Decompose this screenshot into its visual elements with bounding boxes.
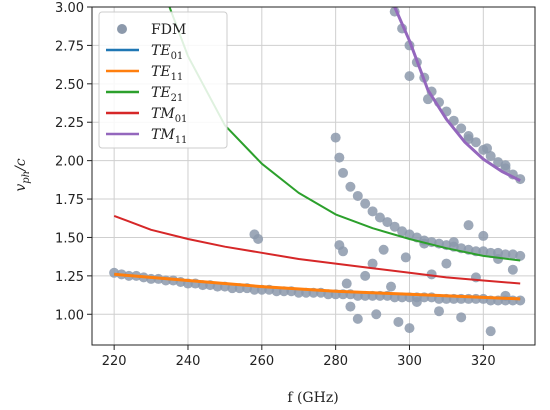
series-line-te11 bbox=[114, 272, 521, 301]
y-tick-label: 1.00 bbox=[55, 308, 84, 323]
fdm-point bbox=[515, 295, 526, 306]
legend-label: TM11 bbox=[151, 127, 187, 146]
fdm-point bbox=[334, 152, 345, 163]
fdm-point bbox=[338, 167, 349, 178]
y-tick-label: 2.25 bbox=[55, 116, 84, 131]
y-tick-label: 1.75 bbox=[55, 193, 84, 208]
x-axis-label: f (GHz) bbox=[287, 390, 338, 406]
x-tick-label: 300 bbox=[397, 354, 422, 369]
fdm-point bbox=[367, 258, 378, 269]
legend-label-main: TE bbox=[151, 64, 171, 80]
legend-label: TE11 bbox=[151, 64, 183, 83]
y-label-main: v bbox=[13, 184, 29, 192]
fdm-point bbox=[338, 246, 349, 257]
y-tick-label: 2.50 bbox=[55, 78, 84, 93]
x-tick-label: 260 bbox=[249, 354, 274, 369]
legend-label: TE01 bbox=[151, 43, 183, 62]
fdm-point bbox=[463, 220, 474, 231]
fdm-point bbox=[411, 296, 422, 307]
y-tick-label: 1.25 bbox=[55, 270, 84, 285]
y-label-rest: /c bbox=[13, 158, 29, 173]
fdm-point bbox=[456, 123, 467, 134]
fdm-point bbox=[374, 212, 385, 223]
x-tick-label: 220 bbox=[102, 354, 127, 369]
y-tick-label: 2.75 bbox=[55, 39, 84, 54]
legend-entry-te01: TE01 bbox=[106, 43, 183, 62]
legend-label: TM01 bbox=[151, 106, 187, 125]
fdm-point bbox=[382, 217, 393, 228]
fdm-point bbox=[404, 323, 415, 334]
fdm-point bbox=[404, 71, 415, 82]
legend-entry-tm01: TM01 bbox=[106, 106, 187, 125]
fdm-point bbox=[482, 143, 493, 154]
legend-label-main: TM bbox=[151, 127, 175, 143]
fdm-point bbox=[352, 190, 363, 201]
fdm-point bbox=[485, 247, 496, 258]
fdm-point bbox=[485, 326, 496, 337]
legend-entry-fdm: FDM bbox=[117, 22, 186, 38]
fdm-point bbox=[345, 181, 356, 192]
legend-label-sub: 01 bbox=[171, 51, 184, 62]
fdm-point bbox=[386, 281, 397, 292]
x-tick-label: 280 bbox=[323, 354, 348, 369]
fdm-point bbox=[360, 198, 371, 209]
fdm-point bbox=[500, 160, 511, 171]
y-tick-label: 3.00 bbox=[55, 1, 84, 16]
legend-swatch bbox=[117, 24, 127, 34]
fdm-point bbox=[253, 233, 264, 244]
fdm-point bbox=[485, 151, 496, 162]
x-axis-ticks: 220 240 260 280 300 320 bbox=[102, 345, 496, 369]
y-tick-label: 1.50 bbox=[55, 231, 84, 246]
y-tick-label: 2.00 bbox=[55, 155, 84, 170]
fdm-point bbox=[393, 316, 404, 327]
y-axis-label: vph/c bbox=[13, 158, 32, 191]
fdm-point bbox=[507, 264, 518, 275]
series-line-tm01 bbox=[113, 214, 521, 285]
y-axis-ticks: 1.00 1.25 1.50 1.75 2.00 2.25 2.50 2.75 3.00 bbox=[55, 1, 92, 323]
series-line-tm11 bbox=[393, 7, 521, 182]
legend-label: FDM bbox=[151, 22, 186, 38]
fdm-point bbox=[345, 301, 356, 312]
fdm-point bbox=[371, 309, 382, 320]
fdm-point bbox=[367, 206, 378, 217]
legend-label-sub: 11 bbox=[175, 135, 188, 146]
fdm-point bbox=[478, 230, 489, 241]
legend-label: TE21 bbox=[151, 85, 183, 104]
legend-label-sub: 11 bbox=[171, 72, 184, 83]
legend-label-sub: 21 bbox=[171, 93, 184, 104]
legend-label-main: FDM bbox=[151, 22, 186, 38]
legend-entry-te11: TE11 bbox=[106, 64, 183, 83]
plot-frame bbox=[91, 6, 536, 346]
fdm-point bbox=[434, 306, 445, 317]
fdm-point bbox=[360, 270, 371, 281]
fdm-point bbox=[500, 249, 511, 260]
fdm-point bbox=[330, 132, 341, 143]
legend-entry-tm11: TM11 bbox=[106, 127, 187, 146]
fdm-point bbox=[400, 252, 411, 263]
fdm-point bbox=[441, 258, 452, 269]
fdm-point bbox=[341, 278, 352, 289]
legend-label-main: TE bbox=[151, 43, 171, 59]
legend-label-sub: 01 bbox=[175, 114, 188, 125]
x-tick-label: 320 bbox=[471, 354, 496, 369]
fdm-point bbox=[378, 244, 389, 255]
y-label-sub: ph bbox=[21, 171, 32, 184]
fdm-point bbox=[515, 250, 526, 261]
fdm-point bbox=[389, 221, 400, 232]
legend-entry-te21: TE21 bbox=[106, 85, 183, 104]
fdm-point bbox=[456, 312, 467, 323]
legend-label-main: TE bbox=[151, 85, 171, 101]
x-tick-label: 240 bbox=[176, 354, 201, 369]
fdm-point bbox=[352, 313, 363, 324]
legend-label-main: TM bbox=[151, 106, 175, 122]
